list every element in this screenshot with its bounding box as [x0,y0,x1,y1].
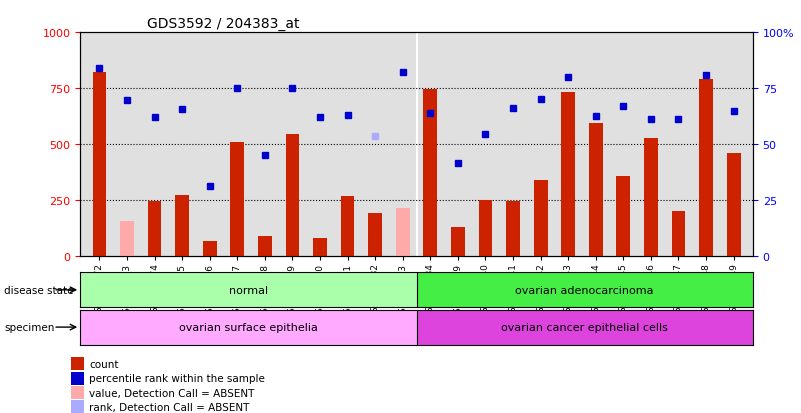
Bar [175,196,189,256]
Bar [478,200,493,256]
Bar [71,357,84,370]
Bar [617,177,630,256]
Bar [451,227,465,256]
Bar [562,93,575,256]
Text: ovarian cancer epithelial cells: ovarian cancer epithelial cells [501,322,668,332]
Text: disease state: disease state [4,285,74,295]
Bar [589,123,602,256]
Bar [727,154,741,256]
Text: normal: normal [229,285,268,295]
Bar [396,208,409,256]
Text: GDS3592 / 204383_at: GDS3592 / 204383_at [147,17,300,31]
Text: percentile rank within the sample: percentile rank within the sample [90,373,265,383]
Bar [231,142,244,256]
Bar [80,310,417,345]
Bar [644,139,658,256]
Text: specimen: specimen [4,323,54,332]
Bar [285,135,300,256]
Bar [533,180,548,256]
Bar [120,221,134,256]
Text: ovarian surface epithelia: ovarian surface epithelia [179,322,318,332]
Bar [258,236,272,256]
Bar [71,401,84,413]
Bar [417,310,753,345]
Bar [80,273,417,308]
Bar [92,73,107,256]
Bar [71,372,84,385]
Bar [313,238,327,256]
Bar [368,214,382,256]
Text: ovarian adenocarcinoma: ovarian adenocarcinoma [516,285,654,295]
Bar [71,386,84,399]
Bar [147,202,162,256]
Bar [203,242,216,256]
Bar [424,90,437,256]
Text: rank, Detection Call = ABSENT: rank, Detection Call = ABSENT [90,402,250,412]
Bar [506,202,520,256]
Bar [340,197,355,256]
Bar [699,80,713,256]
Text: count: count [90,359,119,369]
Text: value, Detection Call = ABSENT: value, Detection Call = ABSENT [90,388,255,398]
Bar [417,273,753,308]
Bar [671,211,686,256]
